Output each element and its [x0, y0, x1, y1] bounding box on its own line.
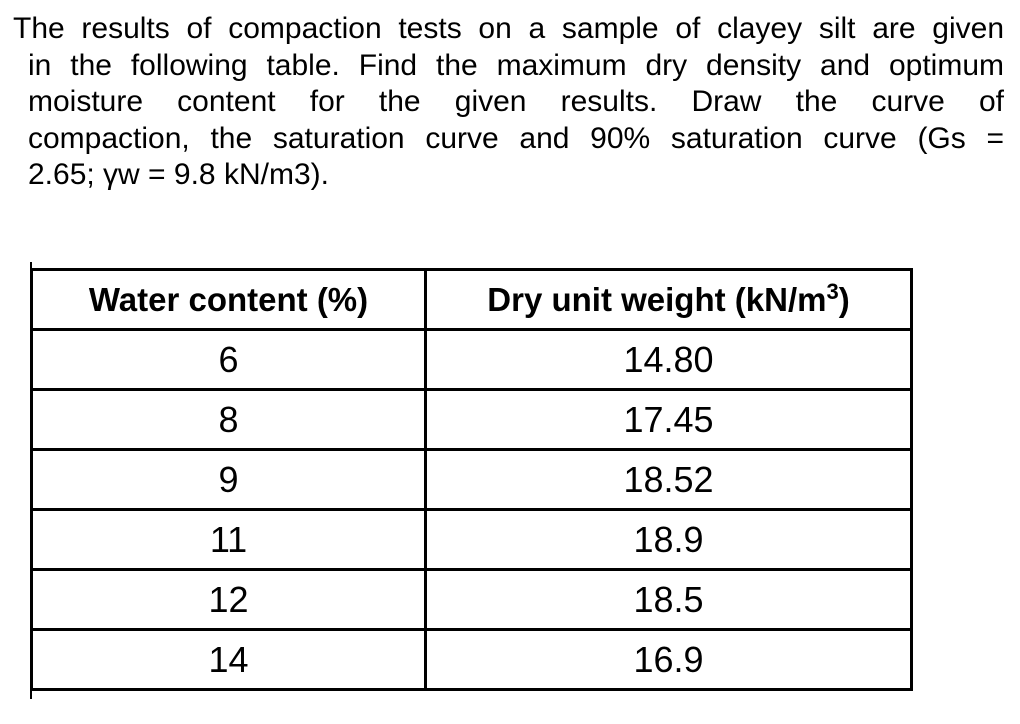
- problem-line-4: compaction, the saturation curve and 90%…: [28, 121, 1004, 155]
- dry-unit-weight-value: 18.52: [424, 448, 913, 511]
- header-unit-superscript: 3: [826, 278, 839, 304]
- header-unit-suffix: ): [838, 280, 850, 318]
- water-content-value: 14: [30, 628, 427, 691]
- column-header-dry-unit-weight: Dry unit weight (kN/m3): [424, 268, 913, 331]
- water-content-value: 8: [30, 388, 427, 451]
- water-content-value: 11: [30, 508, 427, 571]
- dry-unit-weight-value: 17.45: [424, 388, 913, 451]
- water-content-value: 6: [30, 328, 427, 391]
- table-row: 9 18.52: [30, 448, 913, 511]
- water-content-value: 12: [30, 568, 427, 631]
- table-row: 6 14.80: [30, 328, 913, 391]
- problem-statement: The results of compaction tests on a sam…: [13, 11, 1004, 194]
- column-header-water-content: Water content (%): [30, 268, 427, 331]
- table-row: 11 18.9: [30, 508, 913, 571]
- dry-unit-weight-value: 18.9: [424, 508, 913, 571]
- problem-line-5: 2.65; γw = 9.8 kN/m3).: [28, 158, 329, 191]
- dry-unit-weight-value: 18.5: [424, 568, 913, 631]
- compaction-results-table: Water content (%) Dry unit weight (kN/m3…: [30, 268, 913, 691]
- header-unit-prefix: Dry unit weight (kN/m: [487, 280, 827, 318]
- problem-line-1: The results of compaction tests on a sam…: [13, 12, 1004, 45]
- table-row: 8 17.45: [30, 388, 913, 451]
- problem-line-3: moisture content for the given results. …: [28, 85, 1004, 118]
- table-row: 14 16.9: [30, 628, 913, 691]
- dry-unit-weight-value: 16.9: [424, 628, 913, 691]
- table-row: 12 18.5: [30, 568, 913, 631]
- problem-line-2: in the following table. Find the maximum…: [28, 48, 1004, 82]
- table-header-row: Water content (%) Dry unit weight (kN/m3…: [30, 268, 913, 331]
- dry-unit-weight-value: 14.80: [424, 328, 913, 391]
- water-content-value: 9: [30, 448, 427, 511]
